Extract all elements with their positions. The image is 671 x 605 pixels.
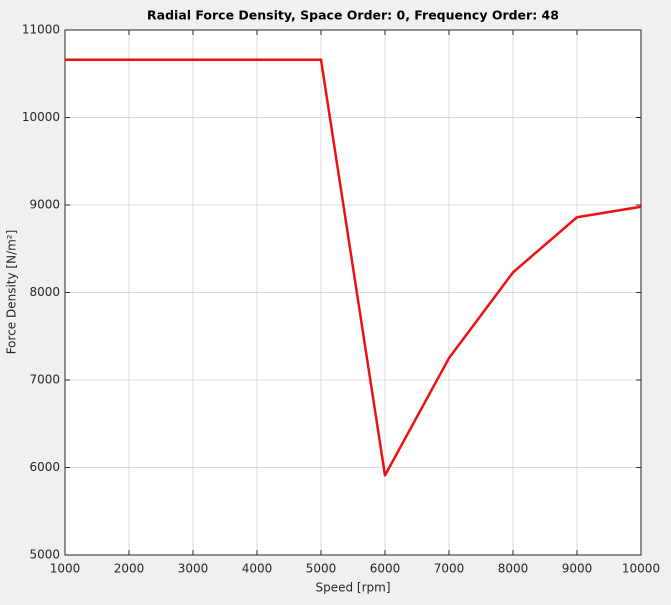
y-tick-label: 6000 [29,460,60,474]
x-tick-label: 3000 [178,562,209,576]
x-tick-label: 2000 [114,562,145,576]
plot-frame [64,29,642,556]
data-line [65,58,642,477]
y-tick-label: 10000 [22,110,60,124]
x-tick-label: 1000 [50,562,81,576]
x-tick-label: 9000 [562,562,593,576]
y-tick-label: 7000 [29,373,60,387]
x-tick-label: 4000 [242,562,273,576]
y-tick-label: 8000 [29,285,60,299]
y-tick-label: 9000 [29,198,60,212]
x-tick-label: 5000 [306,562,337,576]
x-tick-label: 8000 [498,562,529,576]
y-tick-label: 5000 [29,548,60,562]
y-tick-label: 11000 [22,23,60,37]
chart-title: Radial Force Density, Space Order: 0, Fr… [147,8,559,23]
x-tick-label: 10000 [622,562,660,576]
x-tick-label: 6000 [370,562,401,576]
x-tick-label: 7000 [434,562,465,576]
y-axis-label: Force Density [N/m²] [5,230,19,355]
x-axis-label: Speed [rpm] [315,581,390,595]
